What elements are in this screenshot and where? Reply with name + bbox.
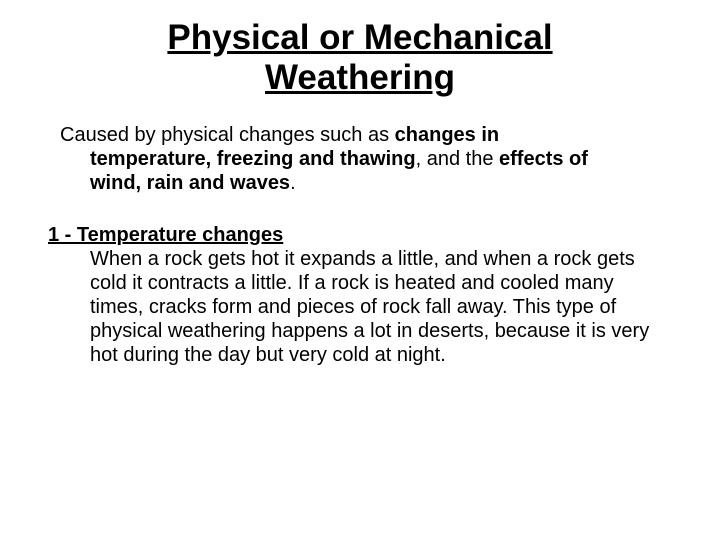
section-1-body: When a rock gets hot it expands a little… [48, 247, 672, 367]
intro-bold-2a: temperature, freezing and thawing [90, 148, 416, 170]
intro-bold-1: changes in [395, 124, 499, 146]
intro-text-3: . [290, 172, 296, 194]
section-1: 1 - Temperature changes When a rock gets… [48, 223, 672, 367]
intro-bold-2b: effects of [499, 148, 588, 170]
section-1-heading: 1 - Temperature changes [48, 223, 672, 247]
intro-text-2: , and the [416, 148, 499, 170]
slide-title: Physical or Mechanical Weathering [48, 18, 672, 99]
intro-paragraph: Caused by physical changes such as chang… [48, 123, 672, 195]
intro-bold-3: wind, rain and waves [90, 172, 290, 194]
intro-text-1: Caused by physical changes such as [60, 124, 395, 146]
